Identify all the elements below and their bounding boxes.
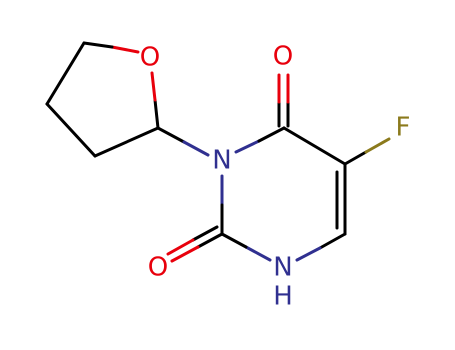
bond [282,126,347,166]
bond [45,41,86,106]
atom-label: O [140,43,160,73]
bond [110,45,140,54]
atom-label: O [148,253,168,283]
atom-label: N [212,146,231,176]
bond [257,126,286,143]
bond [343,150,368,166]
bonds [45,41,391,263]
atom-label: F [396,113,411,143]
bond [364,137,391,154]
bond [295,246,322,262]
bond [170,245,200,263]
atom-label: O [273,42,293,72]
bond [150,71,157,102]
bond [244,245,272,262]
bond [234,139,261,154]
bond [45,102,97,158]
bond [182,140,210,157]
bond [156,126,186,144]
atom-label: H [273,282,293,312]
bond [166,238,195,256]
bond [196,232,224,249]
bond [318,232,347,250]
bond [220,232,248,249]
atom-label: N [273,253,292,283]
bond [82,41,114,49]
bond [191,225,219,242]
bond [153,98,160,130]
bond [93,126,160,158]
